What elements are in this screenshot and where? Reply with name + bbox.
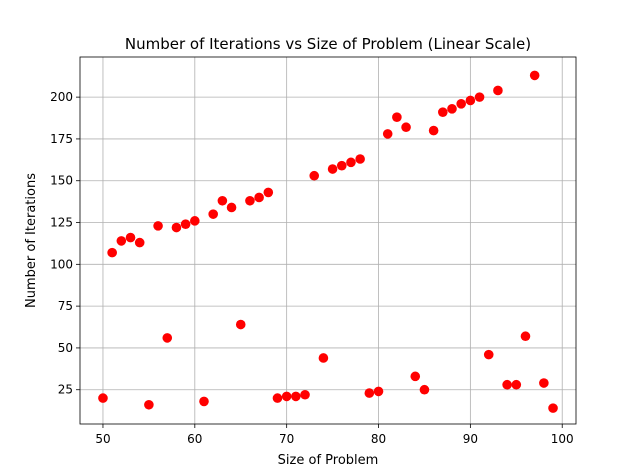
x-tick-label: 90	[463, 432, 478, 446]
data-point	[318, 353, 329, 363]
data-point	[300, 389, 310, 400]
data-point	[529, 70, 540, 81]
plot-frame	[79, 56, 577, 425]
data-point	[171, 222, 182, 233]
data-point	[483, 349, 494, 360]
data-point	[392, 112, 402, 122]
data-point	[107, 247, 117, 258]
data-point	[254, 192, 264, 203]
data-point	[364, 388, 375, 398]
data-point	[281, 391, 292, 402]
data-point	[401, 122, 411, 133]
data-point	[336, 160, 347, 171]
x-axis-ticks: 50 60 70 80 90 100	[95, 424, 574, 446]
data-point	[493, 85, 503, 96]
x-axis-label: Size of Problem	[278, 453, 379, 468]
data-point	[144, 399, 154, 410]
chart-title: Number of Iterations vs Size of Problem …	[125, 35, 531, 53]
data-point	[511, 379, 522, 390]
data-point	[539, 378, 549, 388]
data-point	[428, 125, 439, 136]
data-point	[245, 195, 255, 206]
y-tick-label: 125	[50, 216, 73, 230]
data-point	[447, 104, 457, 114]
y-tick-label: 100	[50, 257, 73, 271]
y-tick-label: 175	[50, 132, 73, 146]
data-point	[548, 403, 558, 413]
data-point	[291, 391, 301, 402]
data-point	[456, 99, 466, 109]
grid-lines	[80, 57, 576, 424]
data-point	[502, 379, 512, 390]
data-point	[410, 371, 421, 382]
data-point	[199, 396, 209, 407]
data-point	[346, 157, 356, 168]
y-tick-label: 50	[58, 341, 73, 355]
y-tick-label: 200	[50, 90, 73, 104]
x-tick-label: 80	[371, 432, 386, 446]
x-tick-label: 50	[95, 432, 110, 446]
data-point	[153, 221, 163, 231]
data-point	[355, 154, 365, 164]
y-tick-label: 75	[58, 299, 73, 313]
data-point	[465, 95, 476, 106]
data-point	[116, 236, 127, 246]
data-point	[226, 202, 237, 213]
data-point	[382, 129, 393, 139]
data-point	[373, 386, 384, 397]
y-axis-label: Number of Iterations	[24, 173, 39, 308]
data-point	[419, 384, 430, 395]
data-point	[162, 333, 173, 343]
data-point	[134, 237, 145, 248]
data-point	[272, 393, 283, 403]
y-tick-label: 150	[50, 174, 73, 188]
data-point	[263, 187, 274, 198]
y-tick-label: 25	[58, 383, 73, 397]
data-point	[190, 216, 200, 226]
data-point	[180, 219, 191, 229]
data-point	[309, 170, 320, 181]
data-point	[438, 107, 448, 117]
data-point	[217, 195, 228, 206]
x-tick-label: 70	[279, 432, 294, 446]
data-points	[98, 70, 558, 413]
y-axis-ticks: 25 50 75 100 125 150 175 200	[50, 90, 80, 397]
data-point	[235, 319, 246, 330]
data-point	[125, 232, 136, 243]
data-point	[474, 92, 485, 102]
data-point	[520, 331, 531, 342]
data-point	[327, 164, 338, 174]
x-tick-label: 60	[187, 432, 202, 446]
x-tick-label: 100	[551, 432, 574, 446]
data-point	[98, 393, 108, 403]
data-point	[208, 209, 218, 219]
